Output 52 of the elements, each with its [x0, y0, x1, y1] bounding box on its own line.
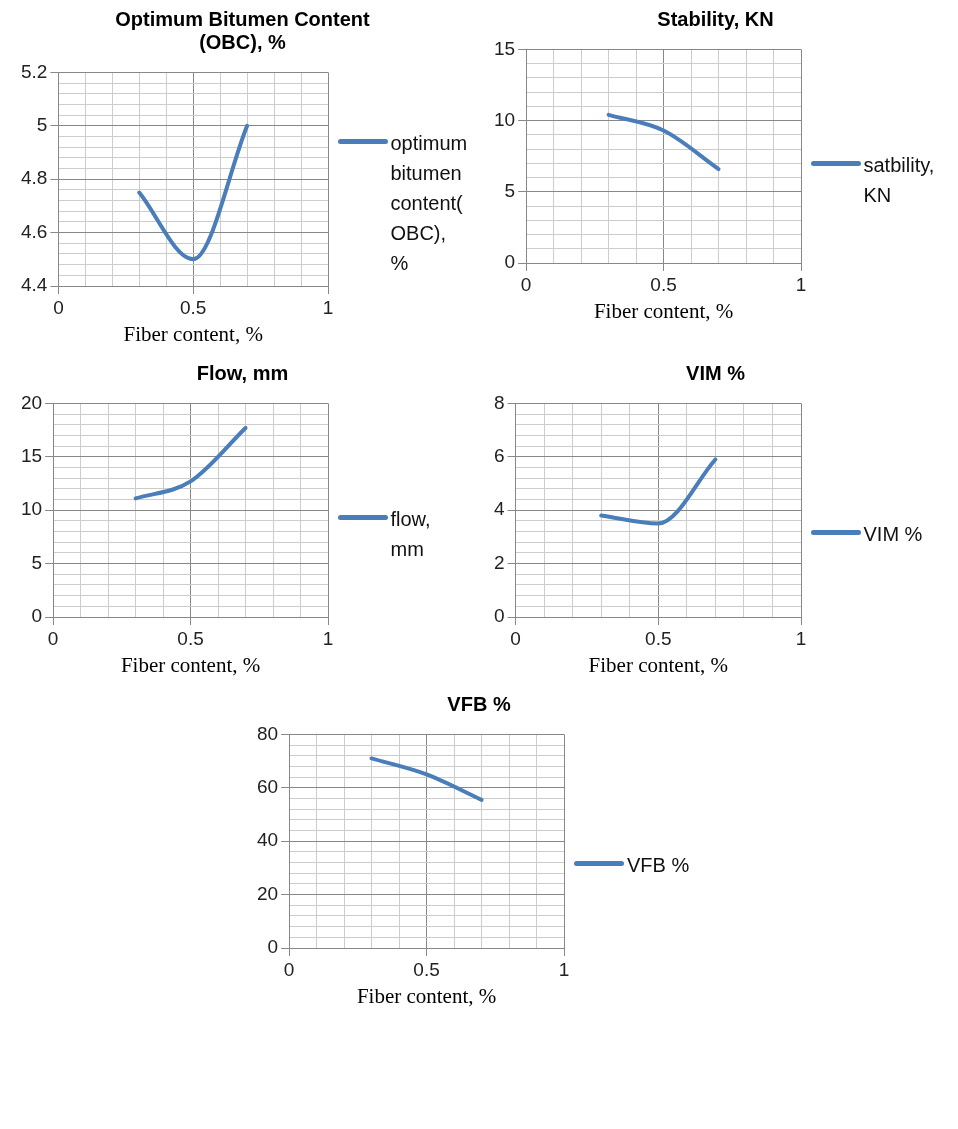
y-tick-label: 10 [20, 498, 42, 520]
x-tick-label: 1 [558, 958, 570, 980]
y-tick-label: 0 [504, 251, 515, 273]
x-axis-title: Fiber content, % [120, 652, 260, 677]
y-tick-label: 0 [493, 605, 505, 627]
x-axis-title: Fiber content, % [356, 983, 497, 1008]
chart-title: Optimum Bitumen Content (OBC), % [114, 8, 371, 54]
y-tick-label: 20 [256, 882, 279, 904]
x-tick-label: 0 [283, 958, 295, 980]
legend-label: optimum bitumen content(OBC), % [390, 131, 468, 276]
y-tick-label: 40 [256, 829, 279, 851]
y-tick-label: 0 [267, 936, 279, 958]
x-tick-label: 0 [52, 296, 64, 318]
x-tick-label: 1 [322, 296, 333, 318]
legend-label: satbility, KN [863, 153, 936, 208]
y-tick-label: 4.4 [20, 274, 48, 296]
legend-label: VIM % [863, 522, 923, 547]
y-tick-label: 4.6 [20, 220, 47, 242]
y-tick-label: 60 [256, 776, 279, 798]
x-tick-label: 0.5 [413, 958, 440, 980]
y-tick-label: 15 [20, 445, 42, 467]
y-tick-label: 5 [31, 551, 42, 573]
y-tick-label: 10 [493, 108, 515, 130]
x-tick-label: 0.5 [179, 296, 206, 318]
x-axis-title: Fiber content, % [593, 298, 733, 323]
y-tick-label: 6 [493, 445, 505, 467]
x-tick-label: 1 [795, 627, 806, 649]
y-tick-label: 4.8 [20, 167, 47, 189]
chart-title: Flow, mm [196, 362, 289, 385]
y-tick-label: 15 [493, 37, 515, 59]
x-axis-title: Fiber content, % [123, 321, 263, 346]
chart-title: VIM % [686, 362, 745, 385]
x-tick-label: 0 [520, 273, 531, 295]
legend-label: VFB % [627, 853, 690, 878]
y-tick-label: 4 [493, 498, 505, 520]
y-tick-label: 5 [504, 180, 515, 202]
x-tick-label: 1 [322, 627, 333, 649]
y-tick-label: 5.2 [20, 60, 47, 82]
x-tick-label: 0.5 [644, 627, 671, 649]
y-tick-label: 80 [256, 722, 279, 744]
y-tick-label: 8 [493, 391, 505, 413]
x-tick-label: 0.5 [649, 273, 677, 295]
y-tick-label: 20 [20, 391, 42, 413]
y-tick-label: 5 [36, 114, 47, 136]
y-tick-label: 0 [31, 605, 42, 627]
legend-label: flow, mm [390, 507, 432, 562]
chart-title: Stability, KN [657, 8, 774, 31]
x-tick-label: 0.5 [176, 627, 204, 649]
chart-title: VFB % [447, 693, 511, 716]
x-tick-label: 1 [795, 273, 806, 295]
x-axis-title: Fiber content, % [588, 652, 728, 677]
y-tick-label: 2 [493, 551, 505, 573]
